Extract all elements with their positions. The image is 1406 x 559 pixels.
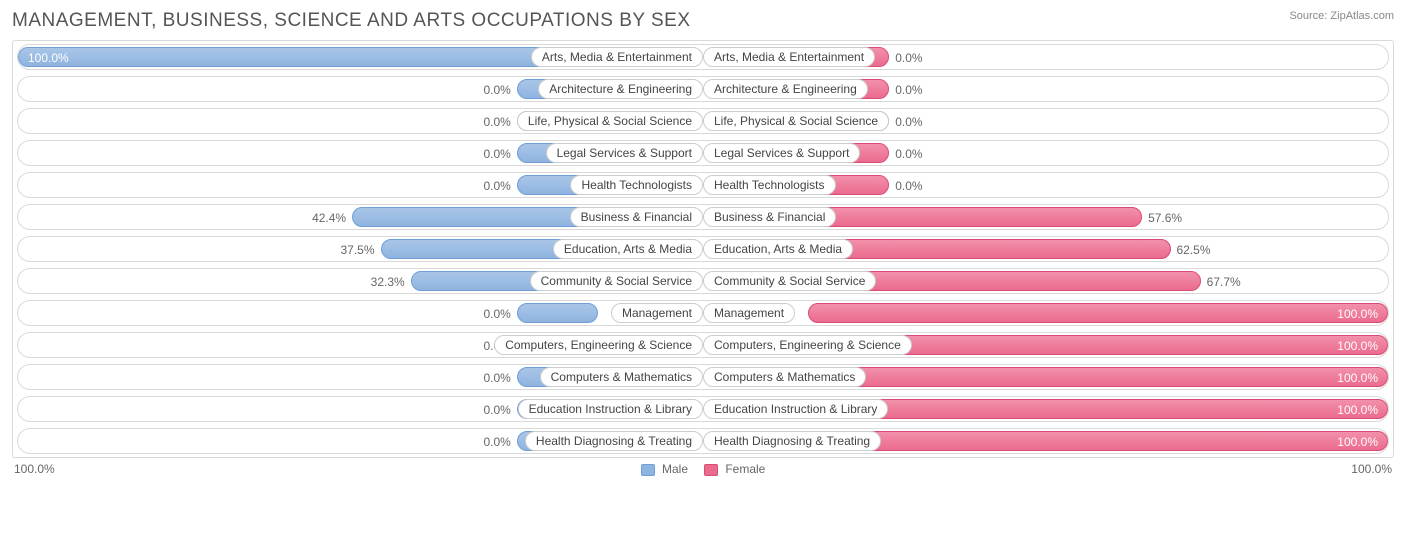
- chart-row: 0.0% Computers & Mathematics 100.0% Compute…: [17, 364, 1389, 390]
- category-label-left: Life, Physical & Social Science: [517, 111, 703, 131]
- category-label-left: Business & Financial: [570, 207, 703, 227]
- source-label: Source:: [1289, 10, 1327, 22]
- female-value: 0.0%: [895, 173, 922, 197]
- male-value: 0.0%: [483, 109, 510, 133]
- category-label-right: Arts, Media & Entertainment: [703, 47, 875, 67]
- chart-source: Source: ZipAtlas.com: [1289, 10, 1394, 22]
- chart-row: 0.0% Management 100.0% Management: [17, 300, 1389, 326]
- female-value: 62.5%: [1177, 237, 1211, 261]
- category-label-right: Life, Physical & Social Science: [703, 111, 889, 131]
- category-label-left: Community & Social Service: [530, 271, 703, 291]
- female-bar: [808, 239, 1171, 259]
- chart-row: 32.3% Community & Social Service 67.7% Comm…: [17, 268, 1389, 294]
- chart-row: 0.0% Health Technologists 0.0% Health Techn…: [17, 172, 1389, 198]
- male-bar: [352, 207, 598, 227]
- category-label-left: Management: [611, 303, 703, 323]
- female-swatch: [704, 464, 718, 476]
- source-value: ZipAtlas.com: [1330, 10, 1394, 22]
- female-value: 0.0%: [895, 109, 922, 133]
- chart-row: 37.5% Education, Arts & Media 62.5% Educati…: [17, 236, 1389, 262]
- male-value: 37.5%: [340, 237, 374, 261]
- legend-female: Female: [704, 462, 765, 476]
- category-label-left: Legal Services & Support: [546, 143, 703, 163]
- category-label-right: Management: [703, 303, 795, 323]
- category-label-left: Computers, Engineering & Science: [494, 335, 703, 355]
- female-value: 67.7%: [1207, 269, 1241, 293]
- category-label-left: Education, Arts & Media: [553, 239, 703, 259]
- male-swatch: [641, 464, 655, 476]
- male-value: 0.0%: [483, 141, 510, 165]
- chart-row: 0.0% Legal Services & Support 0.0% Legal Se…: [17, 140, 1389, 166]
- male-value: 0.0%: [483, 365, 510, 389]
- male-value: 0.0%: [483, 429, 510, 453]
- category-label-right: Community & Social Service: [703, 271, 876, 291]
- female-value: 0.0%: [895, 141, 922, 165]
- category-label-right: Health Diagnosing & Treating: [703, 431, 881, 451]
- category-label-right: Business & Financial: [703, 207, 836, 227]
- female-value: 0.0%: [895, 45, 922, 69]
- female-value: 57.6%: [1148, 205, 1182, 229]
- diverging-bar-chart: 100.0% Arts, Media & Entertainment 0.0% Art…: [12, 40, 1394, 458]
- chart-row: 0.0%Computers, Engineering & Science100.…: [17, 332, 1389, 358]
- chart-row: 0.0% Life, Physical & Social Science 0.0% L…: [17, 108, 1389, 134]
- category-label-left: Health Diagnosing & Treating: [525, 431, 703, 451]
- chart-legend: Male Female: [641, 462, 766, 476]
- category-label-right: Education, Arts & Media: [703, 239, 853, 259]
- chart-row: 0.0% Architecture & Engineering 0.0% Archit…: [17, 76, 1389, 102]
- legend-male-label: Male: [662, 462, 688, 476]
- male-bar: [517, 303, 598, 323]
- female-value: 100.0%: [1337, 365, 1378, 389]
- chart-title: MANAGEMENT, BUSINESS, SCIENCE AND ARTS O…: [12, 10, 691, 32]
- category-label-right: Computers, Engineering & Science: [703, 335, 912, 355]
- chart-axis: 100.0% Male Female 100.0%: [12, 458, 1394, 482]
- chart-row: 42.4% Business & Financial 57.6% Business &…: [17, 204, 1389, 230]
- category-label-right: Health Technologists: [703, 175, 836, 195]
- axis-left-label: 100.0%: [14, 462, 55, 476]
- category-label-left: Health Technologists: [570, 175, 703, 195]
- female-value: 100.0%: [1337, 397, 1378, 421]
- female-bar: [808, 367, 1388, 387]
- female-bar: [808, 399, 1388, 419]
- category-label-right: Computers & Mathematics: [703, 367, 866, 387]
- male-value: 0.0%: [483, 301, 510, 325]
- chart-row: 100.0% Arts, Media & Entertainment 0.0% Art…: [17, 44, 1389, 70]
- male-value: 0.0%: [483, 173, 510, 197]
- category-label-right: Legal Services & Support: [703, 143, 860, 163]
- legend-female-label: Female: [725, 462, 765, 476]
- female-value: 100.0%: [1337, 333, 1378, 357]
- male-value: 0.0%: [483, 77, 510, 101]
- male-value: 42.4%: [312, 205, 346, 229]
- chart-header: MANAGEMENT, BUSINESS, SCIENCE AND ARTS O…: [12, 10, 1394, 32]
- axis-right-label: 100.0%: [1351, 462, 1392, 476]
- category-label-left: Education Instruction & Library: [518, 399, 703, 419]
- female-value: 100.0%: [1337, 429, 1378, 453]
- legend-male: Male: [641, 462, 688, 476]
- category-label-right: Architecture & Engineering: [703, 79, 868, 99]
- female-bar: [808, 303, 1388, 323]
- chart-row: 0.0% Education Instruction & Library 100.0…: [17, 396, 1389, 422]
- female-bar: [808, 207, 1142, 227]
- female-bar: [808, 431, 1388, 451]
- male-value: 0.0%: [483, 397, 510, 421]
- category-label-left: Arts, Media & Entertainment: [531, 47, 703, 67]
- male-bar: [18, 47, 598, 67]
- male-value: 32.3%: [371, 269, 405, 293]
- category-label-right: Education Instruction & Library: [703, 399, 888, 419]
- category-label-left: Computers & Mathematics: [540, 367, 703, 387]
- category-label-left: Architecture & Engineering: [538, 79, 703, 99]
- female-value: 0.0%: [895, 77, 922, 101]
- female-value: 100.0%: [1337, 301, 1378, 325]
- chart-row: 0.0% Health Diagnosing & Treating 100.0% He…: [17, 428, 1389, 454]
- male-value: 100.0%: [28, 45, 69, 69]
